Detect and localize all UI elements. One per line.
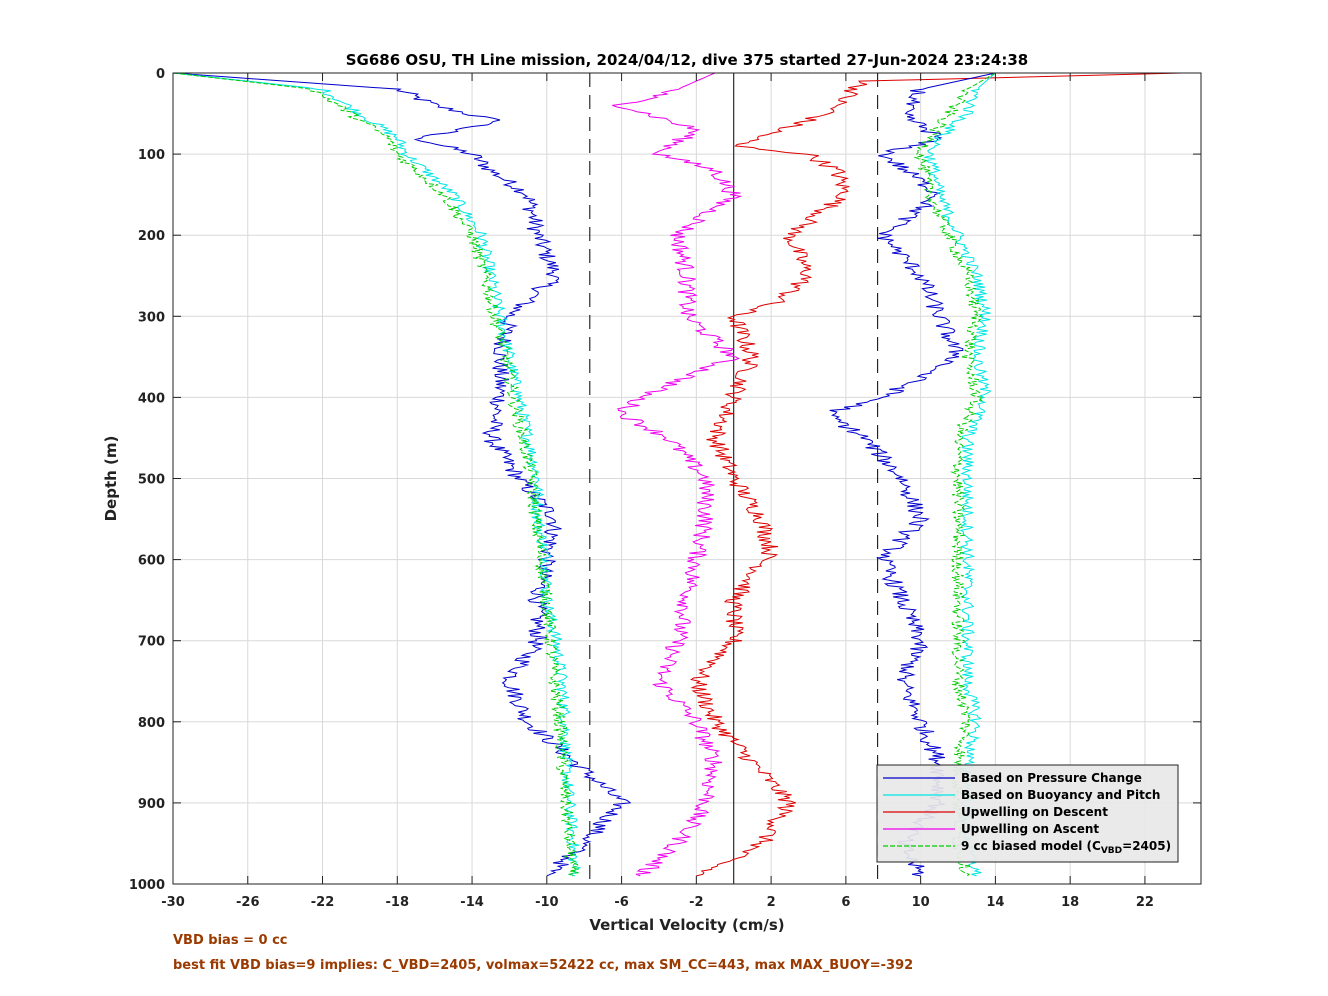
y-tick-label: 0 [156,67,165,82]
series-line-7 [913,72,996,877]
x-tick-label: -26 [236,895,260,910]
y-tick-label: 700 [138,635,165,650]
series-line-2 [690,72,1183,877]
series-line-0 [172,72,632,877]
vbd-bias-note: VBD bias = 0 cc [173,933,288,948]
x-axis-label: Vertical Velocity (cm/s) [589,916,784,934]
y-tick-label: 900 [138,797,165,812]
legend-label: Upwelling on Descent [961,805,1108,819]
legend-label: Based on Buoyancy and Pitch [961,788,1160,802]
y-tick-label: 200 [138,229,165,244]
chart-title: SG686 OSU, TH Line mission, 2024/04/12, … [346,51,1029,69]
x-tick-label: 6 [841,895,850,910]
x-tick-label: -14 [460,895,484,910]
series-line-4 [172,72,579,877]
x-tick-label: -18 [386,895,410,910]
x-tick-label: 2 [767,895,776,910]
x-tick-label: 10 [912,895,930,910]
series-line-6 [924,72,996,877]
series-line-3 [612,72,743,877]
x-tick-label: 14 [986,895,1004,910]
legend: Based on Pressure Change Based on Buoyanc… [876,764,1179,863]
y-tick-label: 1000 [129,878,165,893]
best-fit-note: best fit VBD bias=9 implies: C_VBD=2405,… [173,958,914,973]
x-tick-label: -30 [161,895,185,910]
y-tick-label: 500 [138,473,165,488]
legend-suffix: =2405) [1122,839,1171,853]
x-tick-label: -6 [614,895,628,910]
legend-label: Upwelling on Ascent [961,822,1099,836]
axis-ticks: -30 -26 -22 -18 -14 -10 -6 -2 2 6 10 14 18 2201002003… [129,67,1201,910]
reference-lines [589,73,879,884]
legend-label: Based on Pressure Change [961,771,1142,785]
series-lines [172,72,1183,877]
x-tick-label: -2 [689,895,703,910]
x-tick-label: 22 [1136,895,1154,910]
x-tick-label: -22 [311,895,335,910]
y-axis-label: Depth (m) [102,436,120,522]
y-tick-label: 100 [138,148,165,163]
legend-subscript: VBD [1101,846,1122,856]
y-tick-label: 400 [138,391,165,406]
x-tick-label: 18 [1061,895,1079,910]
grid [172,72,1201,885]
series-line-5 [829,72,996,877]
series-line-1 [172,72,582,877]
y-tick-label: 300 [138,310,165,325]
y-tick-label: 600 [138,554,165,569]
y-tick-label: 800 [138,716,165,731]
x-tick-label: -10 [535,895,559,910]
